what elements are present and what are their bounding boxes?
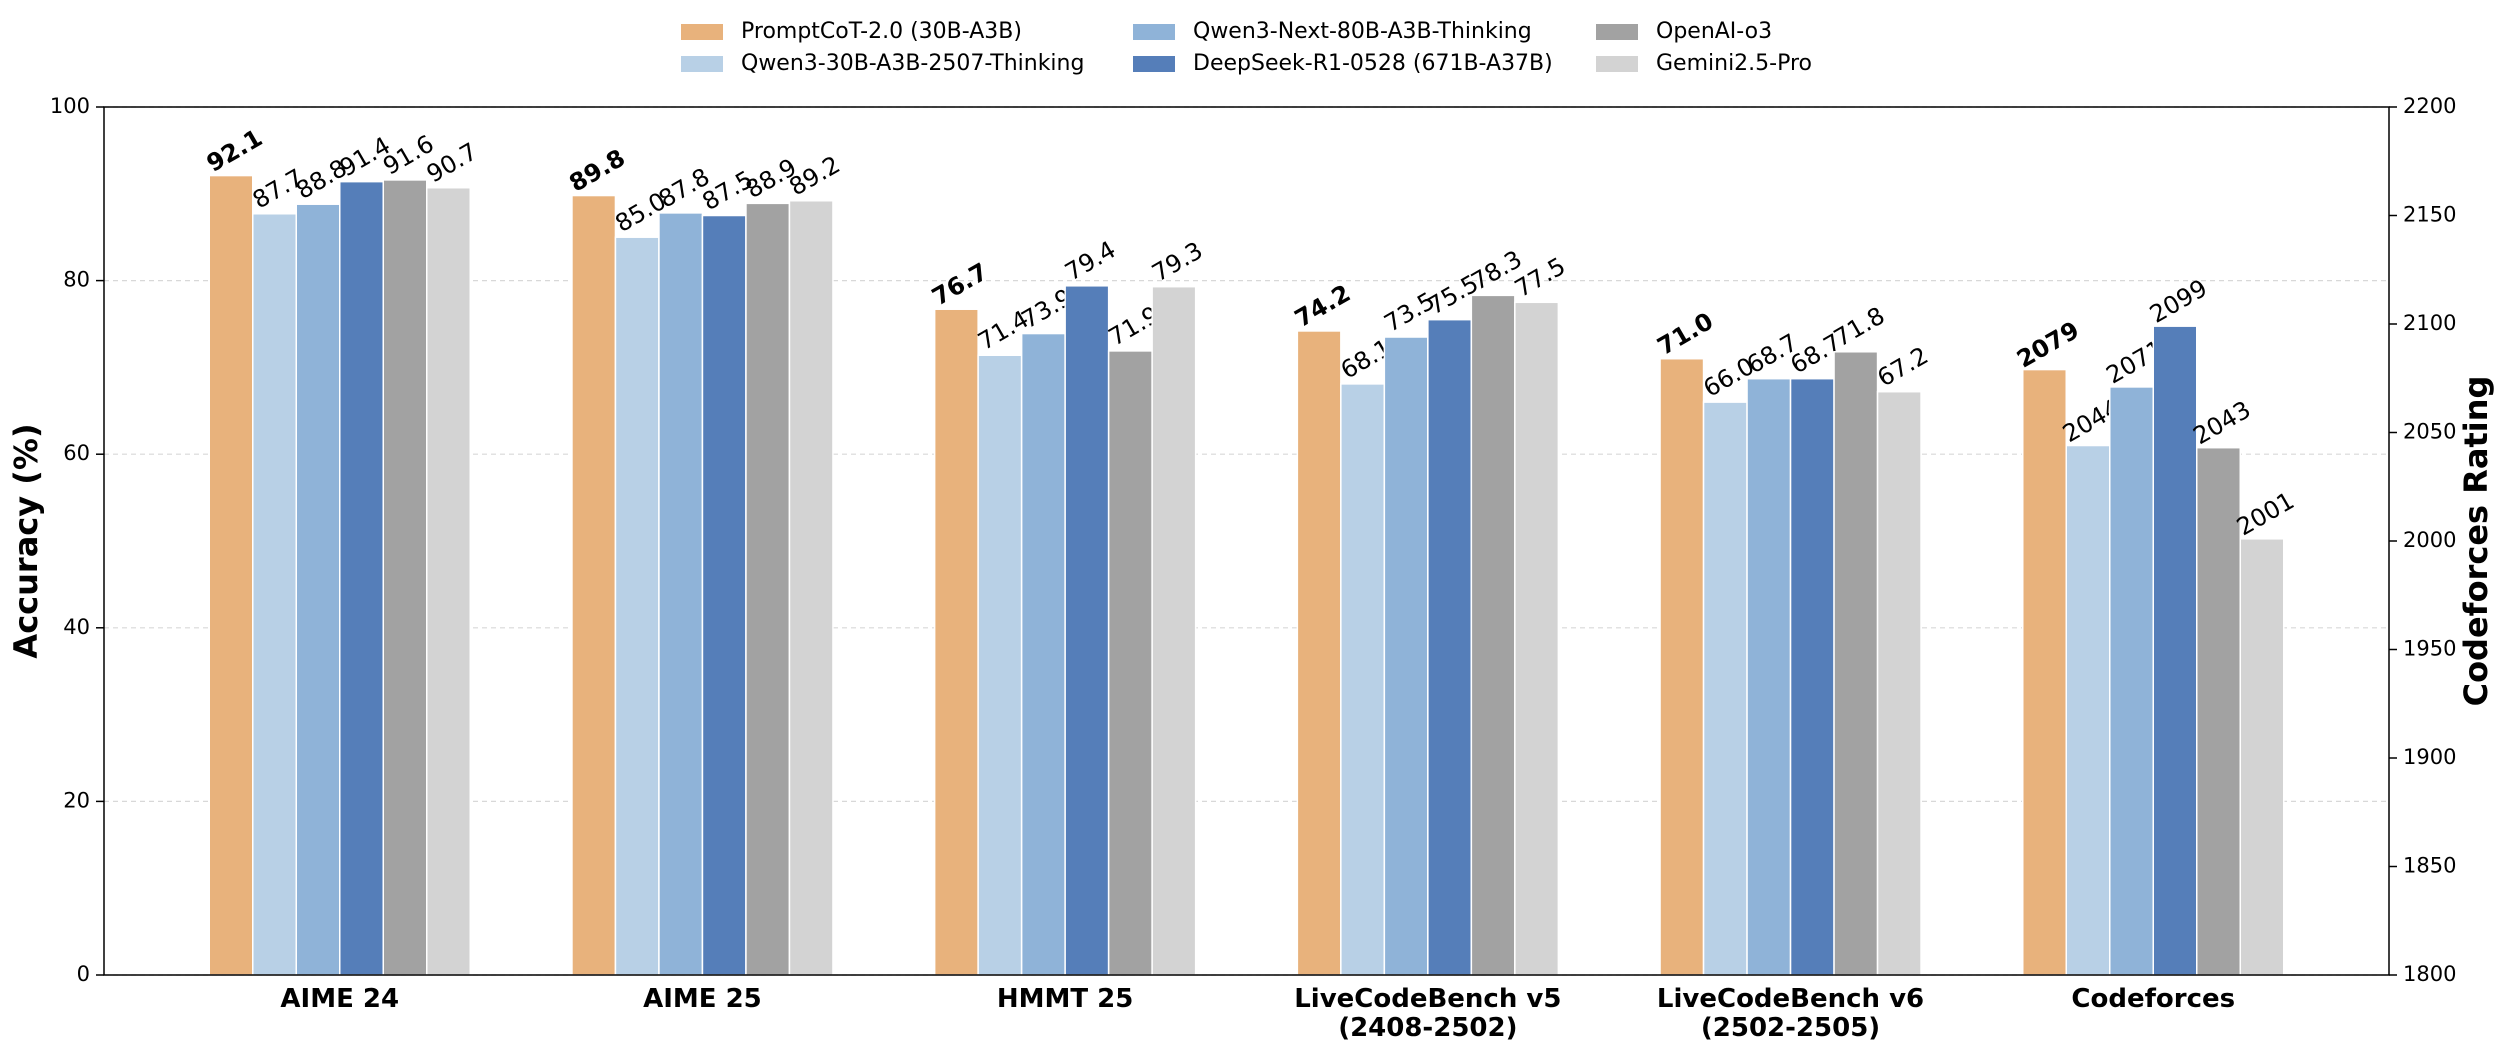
value-label: 76.7 bbox=[927, 257, 992, 311]
bar bbox=[2152, 325, 2198, 976]
value-label: 2043 bbox=[2189, 395, 2256, 450]
legend-label: Qwen3-Next-80B-A3B-Thinking bbox=[1193, 19, 1532, 44]
value-label: 67.2 bbox=[1873, 341, 1933, 392]
legend-swatch bbox=[681, 24, 723, 40]
bar bbox=[658, 212, 704, 976]
bar bbox=[1470, 294, 1516, 976]
bar bbox=[1064, 285, 1110, 976]
bar bbox=[1833, 351, 1879, 976]
y-tick-label: 80 bbox=[63, 268, 90, 292]
y2-tick-label: 1900 bbox=[2403, 745, 2456, 769]
y-tick-label: 60 bbox=[63, 441, 90, 465]
y2-tick-label: 2100 bbox=[2403, 311, 2456, 335]
legend-swatch bbox=[1596, 24, 1638, 40]
y-tick-label: 100 bbox=[50, 94, 90, 118]
bar bbox=[1746, 377, 1792, 976]
value-label: 79.4 bbox=[1060, 235, 1120, 286]
value-label: 2099 bbox=[2145, 274, 2212, 329]
y2-tick-label: 2150 bbox=[2403, 203, 2456, 227]
bar bbox=[1514, 301, 1560, 976]
y-tick-label: 40 bbox=[63, 615, 90, 639]
legend-swatch bbox=[681, 56, 723, 72]
y2-axis-title: Codeforces Rating bbox=[2457, 376, 2495, 707]
y2-tick-label: 2000 bbox=[2403, 528, 2456, 552]
bar bbox=[1296, 330, 1342, 976]
value-label: 71.0 bbox=[1653, 307, 1718, 361]
bar bbox=[1107, 350, 1153, 976]
y2-tick-label: 1850 bbox=[2403, 854, 2456, 878]
bar bbox=[382, 179, 428, 976]
x-tick-label: LiveCodeBench v5 (2408-2502) bbox=[1294, 984, 1562, 1043]
value-label: 92.1 bbox=[202, 124, 267, 178]
x-tick-label: Codeforces bbox=[2071, 984, 2236, 1014]
legend-label: PromptCoT-2.0 (30B-A3B) bbox=[741, 19, 1022, 44]
bar bbox=[2065, 444, 2111, 976]
bar bbox=[745, 202, 791, 976]
value-label: 2001 bbox=[2232, 487, 2299, 542]
x-tick-label: LiveCodeBench v6 (2502-2505) bbox=[1656, 984, 1925, 1043]
bar bbox=[2109, 386, 2154, 976]
legend-label: OpenAI-o3 bbox=[1656, 19, 1772, 44]
bar bbox=[295, 203, 341, 976]
y-tick-label: 20 bbox=[63, 788, 90, 812]
value-label: 74.2 bbox=[1290, 279, 1355, 333]
x-tick-label: AIME 24 bbox=[280, 984, 400, 1014]
y2-tick-label: 2200 bbox=[2403, 94, 2456, 118]
y2-tick-label: 1950 bbox=[2403, 637, 2456, 661]
plot-frame bbox=[103, 106, 2390, 976]
bar bbox=[252, 213, 297, 976]
bar bbox=[571, 194, 617, 976]
legend-swatch bbox=[1133, 24, 1175, 40]
bar bbox=[614, 236, 660, 976]
value-label: 79.3 bbox=[1147, 236, 1207, 287]
value-label: 2079 bbox=[2012, 316, 2084, 374]
bar bbox=[2196, 446, 2241, 976]
legend-label: DeepSeek-R1-0528 (671B-A37B) bbox=[1193, 51, 1553, 76]
y-tick-label: 0 bbox=[77, 962, 90, 986]
bar bbox=[701, 214, 747, 976]
bar bbox=[339, 180, 384, 976]
y2-tick-label: 2050 bbox=[2403, 420, 2456, 444]
bar bbox=[426, 186, 471, 976]
legend-swatch bbox=[1133, 56, 1175, 72]
bar bbox=[1020, 332, 1066, 976]
bar bbox=[2239, 538, 2285, 976]
legend-swatch bbox=[1596, 56, 1638, 72]
value-label: 71.8 bbox=[1829, 301, 1889, 352]
bar bbox=[977, 354, 1023, 976]
value-label: 89.2 bbox=[785, 150, 845, 201]
x-tick-label: AIME 25 bbox=[643, 984, 762, 1014]
bar bbox=[1151, 285, 1197, 976]
bar bbox=[788, 199, 834, 976]
bar bbox=[1383, 336, 1429, 976]
y2-tick-label: 1800 bbox=[2403, 962, 2456, 986]
bar bbox=[1427, 318, 1473, 976]
value-label: 89.8 bbox=[565, 144, 630, 198]
bar bbox=[933, 308, 979, 976]
y-axis-title: Accuracy (%) bbox=[7, 423, 45, 658]
x-tick-label: HMMT 25 bbox=[996, 984, 1134, 1014]
legend-label: Gemini2.5-Pro bbox=[1656, 51, 1812, 76]
bar bbox=[1876, 390, 1922, 976]
bar bbox=[1789, 377, 1835, 976]
bar bbox=[1659, 357, 1705, 976]
bar bbox=[208, 174, 254, 976]
legend-label: Qwen3-30B-A3B-2507-Thinking bbox=[741, 51, 1084, 76]
bar bbox=[2022, 368, 2067, 976]
bar bbox=[1702, 401, 1748, 976]
bar bbox=[1340, 383, 1386, 976]
